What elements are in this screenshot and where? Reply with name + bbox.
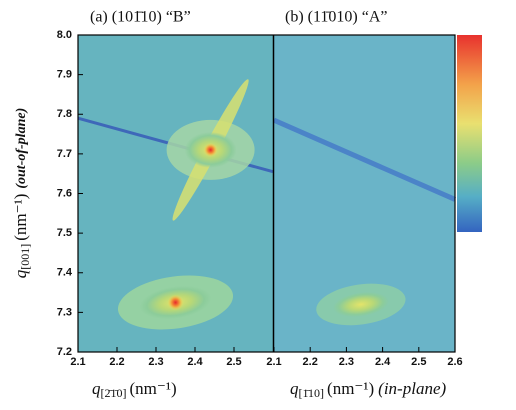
x-tick-label: 2.3 — [148, 356, 163, 368]
xlabel-symbol: q — [290, 379, 299, 398]
x-tick-label: 2.3 — [339, 356, 354, 368]
panel-title: (b) (11̄010) “A” — [285, 9, 387, 26]
xlabel-sub: [1̄10] — [299, 386, 325, 400]
y-tick-label: 7.3 — [57, 306, 72, 318]
x-tick-label: 2.6 — [447, 356, 462, 368]
y-tick-label: 7.7 — [57, 148, 72, 160]
x-tick-label: 2.4 — [187, 356, 203, 368]
xlabel-unit: (nm⁻¹) — [130, 379, 177, 398]
y-tick-label: 8.0 — [57, 29, 72, 41]
xlabel-sub: [2̄1̄0] — [101, 386, 127, 400]
y-tick-label: 7.8 — [57, 108, 72, 120]
x-tick-label: 2.1 — [266, 356, 281, 368]
x-tick-label: 2.1 — [70, 356, 85, 368]
y-tick-label: 7.5 — [57, 227, 72, 239]
ylabel-sub: [001] — [18, 244, 32, 270]
x-tick-label: 2.4 — [375, 356, 391, 368]
y-tick-label: 7.2 — [57, 346, 72, 358]
x-tick-label: 2.2 — [303, 356, 318, 368]
xlabel-unit: (nm⁻¹) — [327, 379, 374, 398]
peak — [117, 275, 234, 330]
colorbar — [457, 35, 482, 232]
y-tick-label: 7.9 — [57, 69, 72, 81]
x-tick-label: 2.5 — [226, 356, 241, 368]
peak-core — [203, 142, 218, 157]
x-tick-label: 2.2 — [109, 356, 124, 368]
peak-core — [167, 294, 184, 311]
y-tick-label: 7.6 — [57, 187, 72, 199]
x-tick-label: 2.5 — [411, 356, 426, 368]
y-axis-label: q[001] (nm⁻¹) (out-of-plane) — [11, 108, 32, 279]
y-tick-label: 7.4 — [57, 267, 73, 279]
peak — [166, 79, 255, 221]
marks — [77, 79, 457, 330]
streak — [272, 117, 457, 202]
x-axis-label-b: q[1̄10] (nm⁻¹) (in-plane) — [290, 379, 446, 400]
xlabel-note: (in-plane) — [378, 379, 446, 398]
ylabel-unit: (nm⁻¹) — [11, 194, 30, 241]
panel-title: (a) (101̄10) “B” — [90, 9, 191, 26]
xlabel-symbol: q — [92, 379, 101, 398]
x-axis-label-a: q[2̄1̄0] (nm⁻¹) — [92, 379, 177, 400]
peak-glow — [333, 291, 389, 317]
peak — [316, 283, 406, 326]
ylabel-note: (out-of-plane) — [14, 108, 29, 189]
ylabel-symbol: q — [11, 269, 30, 278]
